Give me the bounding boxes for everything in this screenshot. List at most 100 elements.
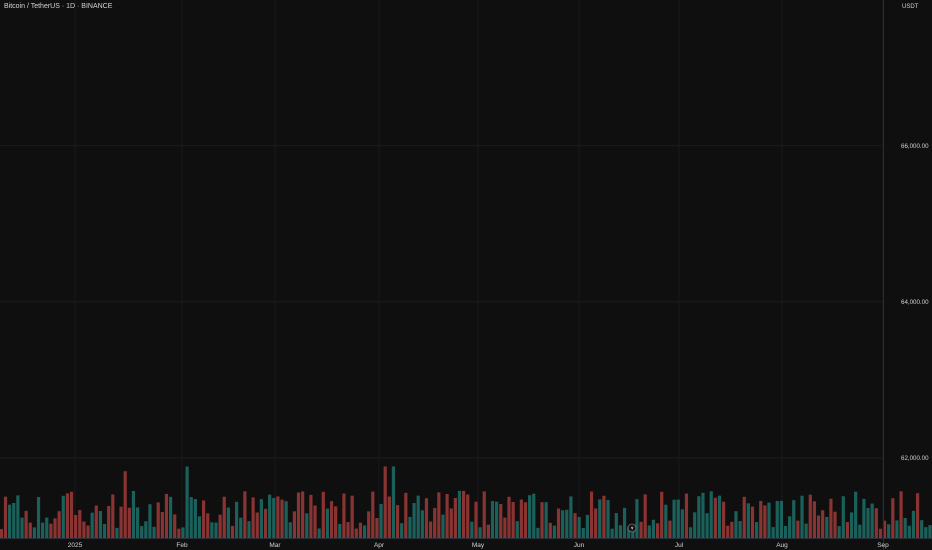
volume-bar (915, 493, 920, 538)
volume-bar (647, 525, 651, 538)
volume-bar (317, 528, 321, 538)
volume-bar (214, 522, 218, 538)
volume-bar (767, 502, 771, 538)
volume-bar (540, 502, 544, 538)
volume-bar (684, 493, 689, 538)
volume-bar (878, 528, 883, 538)
volume-bar (346, 522, 350, 538)
volume-bar (164, 493, 169, 538)
volume-bar (74, 514, 78, 538)
volume-bar (738, 521, 742, 538)
volume-bar (895, 520, 899, 538)
volume-bar (470, 521, 474, 538)
volume-bar (606, 499, 610, 538)
volume-bar (614, 513, 618, 538)
volume-bar (577, 517, 581, 538)
volume-bar (519, 499, 523, 538)
volume-bar (371, 491, 375, 538)
volume-bar (395, 505, 400, 538)
volume-bar (713, 497, 717, 538)
volume-bar (870, 503, 874, 538)
currency-label[interactable]: USDT (902, 4, 919, 10)
volume-bar (168, 496, 173, 538)
volume-bar (325, 508, 330, 538)
volume-bar (841, 496, 845, 538)
volume-bar (41, 522, 45, 538)
volume-bar (329, 501, 334, 538)
volume-bar (350, 495, 354, 538)
volume-bar (32, 527, 36, 538)
volume-bar (16, 495, 20, 538)
lightning-icon[interactable] (627, 523, 637, 533)
volume-bar (750, 506, 755, 538)
volume-bar (338, 523, 342, 538)
volume-bar (131, 490, 136, 538)
volume-bar (759, 500, 763, 538)
volume-bar (181, 527, 185, 538)
volume-bar (445, 493, 449, 538)
volume-bar (367, 511, 371, 538)
volume-bar (631, 528, 635, 538)
volume-bar (643, 494, 647, 538)
volume-bar (598, 499, 602, 538)
volume-bar (755, 522, 759, 538)
volume-bar (8, 504, 12, 538)
volume-bar (849, 512, 854, 538)
volume-bar (148, 504, 152, 538)
x-tick-label: May (472, 542, 485, 549)
volume-bar (288, 522, 292, 538)
volume-bar (362, 525, 367, 538)
volume-bar (107, 506, 111, 538)
volume-bar (664, 504, 668, 538)
x-tick-label: Aug (776, 542, 788, 549)
volume-bar (202, 500, 206, 538)
volume-bar (255, 512, 259, 538)
volume-bar (907, 525, 911, 538)
volume-bar (507, 496, 511, 538)
volume-bar (788, 516, 792, 538)
volume-bar (730, 521, 734, 538)
volume-bar (144, 521, 148, 538)
volume-bar (882, 520, 887, 538)
volume-bar (152, 526, 156, 538)
volume-bar (581, 528, 585, 538)
volume-bar (627, 527, 631, 538)
x-tick-label: Apr (374, 542, 385, 549)
volume-bar (123, 471, 127, 538)
volume-bar (610, 528, 614, 538)
volume-bar (280, 499, 284, 538)
volume-bar (160, 512, 164, 538)
volume-bar (243, 491, 247, 538)
volume-bar (185, 466, 189, 538)
volume-bar (301, 491, 305, 538)
volume-bar (197, 516, 202, 538)
volume-bar (65, 493, 70, 538)
volume-bar (334, 506, 338, 538)
volume-bar (449, 508, 453, 538)
volume-bar (20, 517, 24, 538)
volume-bar (478, 527, 482, 538)
volume-bar (825, 516, 829, 538)
volume-bar (177, 528, 181, 538)
volume-bar (400, 523, 404, 538)
volume-bar (482, 491, 486, 538)
volume-bar (420, 510, 424, 538)
volume-bar (226, 507, 230, 538)
volume-bar (53, 518, 57, 538)
volume-bar (36, 497, 41, 538)
volume-bar (462, 490, 466, 538)
x-tick-label: Sep (877, 542, 889, 549)
lightning-icon-bolt (630, 525, 634, 531)
volume-bar (102, 524, 107, 538)
volume-bar (792, 500, 796, 538)
volume-bar (705, 513, 709, 538)
volume-bar (796, 520, 800, 538)
x-tick-label: Feb (176, 542, 188, 549)
volume-bar (284, 501, 288, 538)
volume-bar (404, 492, 408, 538)
volume-bar (528, 495, 532, 538)
volume-bar (263, 508, 268, 538)
volume-bar (697, 496, 701, 538)
volume-bar (111, 494, 115, 538)
